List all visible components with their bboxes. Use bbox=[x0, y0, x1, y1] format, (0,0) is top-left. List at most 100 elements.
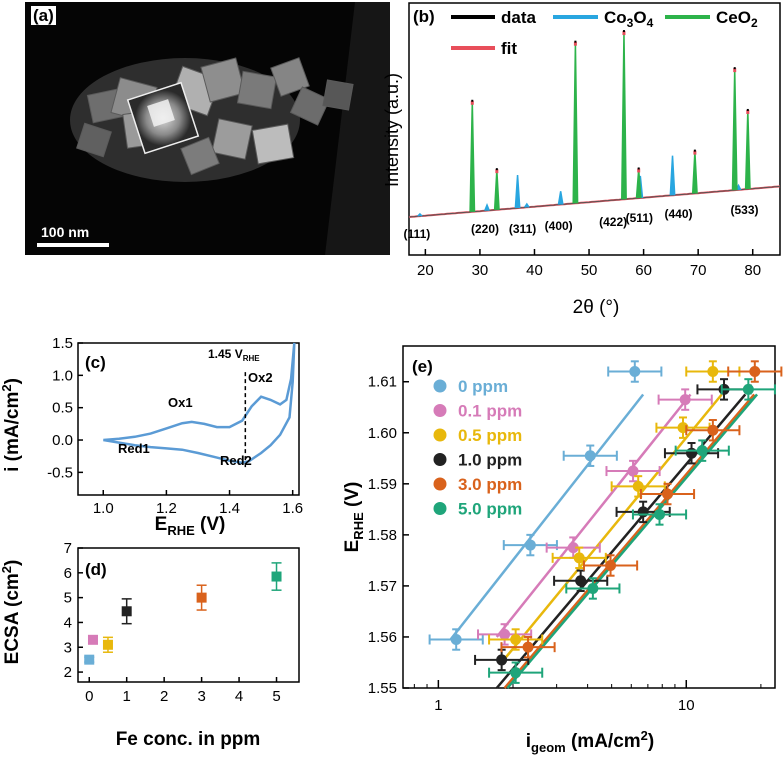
cv-ytick-label: -0.5 bbox=[47, 464, 73, 481]
ecsa-point bbox=[121, 606, 132, 617]
cv-ticks: 1.0 1.2 1.4 1.6 -0.5 0.0 0.5 1.0 1.5 bbox=[47, 335, 303, 517]
cv-ytick-label: 0.0 bbox=[52, 432, 73, 449]
scale-bar-label: 100 nm bbox=[41, 224, 90, 240]
xrd-xtick-label: 30 bbox=[472, 262, 489, 279]
tafel-chart: 1 10 1.55 1.56 1.57 1.58 1.59 1.60 1.61 0 ppm 0.1… bbox=[342, 345, 783, 755]
tafel-point bbox=[696, 445, 708, 457]
cv-chart: 1.0 1.2 1.4 1.6 -0.5 0.0 0.5 1.0 1.5 (c) 1.45 VR… bbox=[0, 335, 303, 538]
tafel-legend-label: 0.5 ppm bbox=[458, 426, 522, 445]
ecsa-point bbox=[271, 571, 282, 582]
tafel-point bbox=[573, 552, 585, 564]
tafel-point bbox=[567, 542, 579, 554]
panel-e-label: (e) bbox=[412, 357, 433, 376]
tafel-point bbox=[522, 641, 534, 653]
ecsa-point bbox=[87, 634, 98, 645]
cv-ytick-label: 0.5 bbox=[52, 400, 73, 417]
tafel-point bbox=[707, 366, 719, 378]
tafel-legend-label: 1.0 ppm bbox=[458, 451, 522, 470]
xrd-legend: data Co3O4 CeO2 fit bbox=[451, 8, 758, 58]
xrd-xtick-label: 60 bbox=[635, 262, 652, 279]
panel-c-label: (c) bbox=[85, 353, 106, 372]
tafel-point bbox=[637, 506, 649, 518]
ecsa-xtick-label: 0 bbox=[85, 688, 93, 705]
ecsa-points bbox=[84, 562, 282, 665]
ecsa-ytick-label: 3 bbox=[64, 639, 72, 656]
tafel-points bbox=[428, 360, 783, 684]
ecsa-ytick-label: 6 bbox=[64, 565, 72, 582]
tafel-point bbox=[450, 634, 462, 646]
tafel-xtick-label: 10 bbox=[678, 697, 695, 714]
tafel-point bbox=[632, 480, 644, 492]
xrd-ylabel: Intensity (a.u.) bbox=[382, 73, 402, 187]
panel-a-label: (a) bbox=[31, 6, 56, 25]
tafel-frame bbox=[402, 345, 776, 689]
co3o4-peak bbox=[524, 202, 530, 208]
ecsa-ytick-label: 5 bbox=[64, 590, 72, 607]
hkl-label: (422) bbox=[599, 215, 627, 229]
tafel-point bbox=[707, 424, 719, 436]
ecsa-frame bbox=[77, 547, 300, 683]
ecsa-point bbox=[102, 639, 113, 650]
tafel-point bbox=[524, 539, 536, 551]
xrd-hkl-labels: (111) (220) (311) (400) (422)(511) (440) (533) bbox=[404, 203, 759, 241]
cv-ylabel: i (mA/cm2) bbox=[0, 378, 23, 472]
scale-bar bbox=[37, 243, 109, 247]
tafel-xtick-label: 1 bbox=[434, 697, 442, 714]
label-red2: Red2 bbox=[220, 453, 252, 468]
ceo2-peak bbox=[635, 169, 642, 199]
tafel-ytick-label: 1.55 bbox=[368, 680, 397, 697]
tafel-legend-label: 5.0 ppm bbox=[458, 500, 522, 519]
tafel-point bbox=[679, 394, 691, 406]
tafel-point bbox=[496, 654, 508, 666]
tafel-legend-marker bbox=[433, 453, 447, 466]
ecsa-point bbox=[84, 654, 95, 665]
xrd-xtick-label: 80 bbox=[744, 262, 761, 279]
tafel-legend-marker bbox=[433, 404, 447, 417]
ecsa-xtick-label: 3 bbox=[197, 688, 205, 705]
xrd-xtick-label: 40 bbox=[526, 262, 543, 279]
hkl-label: (311) bbox=[509, 222, 536, 236]
xrd-frame bbox=[408, 2, 781, 256]
ceo2-peak bbox=[621, 32, 627, 200]
tafel-point bbox=[629, 366, 641, 378]
tafel-point bbox=[605, 559, 617, 571]
tafel-legend-label: 0.1 ppm bbox=[458, 402, 522, 421]
panel-b-label: (b) bbox=[413, 7, 435, 26]
xrd-xtick-label: 20 bbox=[417, 262, 434, 279]
tafel-point bbox=[587, 582, 599, 594]
ecsa-xlabel: Fe conc. in ppm bbox=[116, 729, 261, 750]
tafel-ticks: 1 10 1.55 1.56 1.57 1.58 1.59 1.60 1.61 bbox=[368, 374, 762, 714]
tafel-point bbox=[499, 628, 511, 640]
legend-data: data bbox=[501, 8, 537, 27]
tafel-ytick-label: 1.60 bbox=[368, 425, 397, 442]
tafel-point bbox=[575, 575, 587, 587]
xrd-ticks: 20 30 40 50 60 70 80 bbox=[417, 249, 761, 279]
ecsa-chart: 0 1 2 3 4 5 2 3 4 5 6 7 (d) ECSA (cm2) Fe conc. in … bbox=[0, 540, 300, 750]
ceo2-peak bbox=[691, 151, 698, 194]
tafel-legend-label: 0 ppm bbox=[458, 377, 508, 396]
cv-ytick-label: 1.5 bbox=[52, 335, 73, 352]
tafel-fit-line bbox=[506, 393, 759, 689]
ceo2-peak bbox=[572, 42, 579, 204]
legend-co3o4: Co3O4 bbox=[604, 8, 654, 30]
label-ox2: Ox2 bbox=[248, 370, 273, 385]
legend-ceo2: CeO2 bbox=[716, 8, 758, 30]
ecsa-ticks: 0 1 2 3 4 5 2 3 4 5 6 7 bbox=[64, 540, 281, 705]
tafel-ytick-label: 1.56 bbox=[368, 629, 397, 646]
panel-d-label: (d) bbox=[85, 560, 107, 579]
tafel-fit-lines bbox=[449, 393, 759, 689]
tafel-point bbox=[742, 383, 754, 395]
tafel-ylabel: ERHE (V) bbox=[342, 482, 366, 553]
tafel-legend-marker bbox=[433, 379, 447, 393]
tafel-fit-line bbox=[503, 393, 756, 689]
cv-annotation: 1.45 VRHE bbox=[208, 347, 260, 363]
cv-xtick-label: 1.2 bbox=[156, 500, 177, 517]
tafel-fit-line bbox=[500, 393, 723, 664]
tafel-xlabel: igeom (mA/cm2) bbox=[526, 728, 654, 755]
tafel-point bbox=[686, 447, 698, 459]
tafel-ytick-label: 1.59 bbox=[368, 476, 397, 493]
cv-curve bbox=[103, 342, 296, 464]
hkl-label: (511) bbox=[626, 211, 653, 225]
tafel-ytick-label: 1.57 bbox=[368, 578, 397, 595]
